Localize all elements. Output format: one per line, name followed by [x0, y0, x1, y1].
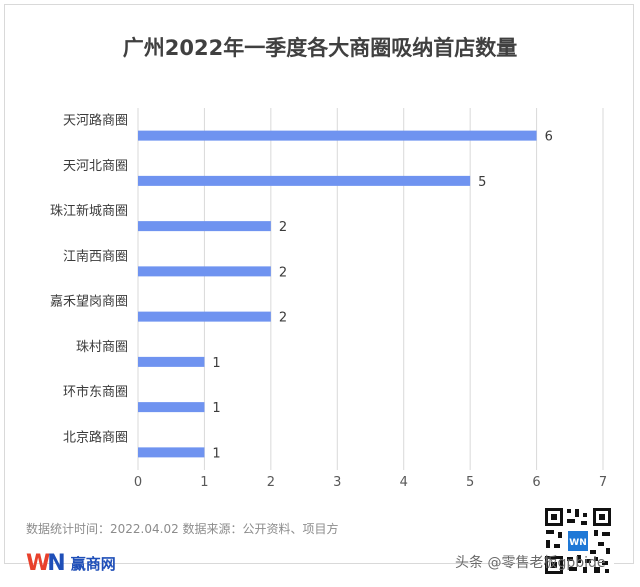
value-label: 1: [212, 401, 220, 416]
logo-mark: WN: [26, 551, 66, 576]
qr-code: WN: [542, 505, 614, 577]
bar-chart: 0 1 2 3 4 5 6 7 天河路商圈 6 天河北商圈 5 珠江新城商圈 2 江南西商圈 2 嘉禾望岗商圈 2…: [50, 108, 607, 490]
winshang-logo: WN 赢商网: [26, 551, 116, 576]
x-tick-label: 4: [400, 475, 408, 490]
category-label: 环市东商圈: [63, 384, 128, 400]
bar: [138, 311, 271, 322]
bar: [138, 221, 271, 232]
value-label: 6: [545, 130, 553, 145]
bar: [138, 356, 205, 367]
x-tick-label: 2: [267, 475, 275, 490]
value-label: 2: [279, 311, 287, 326]
x-tick-label: 7: [599, 475, 607, 490]
category-label: 珠村商圈: [76, 340, 128, 355]
x-tick-label: 3: [333, 475, 341, 490]
value-label: 5: [478, 175, 486, 190]
category-label: 天河北商圈: [63, 159, 128, 174]
value-label: 2: [279, 265, 287, 280]
bar: [138, 266, 271, 277]
category-label: 天河路商圈: [63, 113, 128, 129]
bar: [138, 175, 471, 186]
bar: [138, 130, 537, 141]
qr-badge-text: WN: [569, 538, 586, 548]
category-label: 珠江新城商圈: [50, 203, 128, 219]
x-tick-label: 6: [532, 475, 540, 490]
bar: [138, 402, 205, 413]
bar: [138, 447, 205, 458]
data-source-note: 数据统计时间：2022.04.02 数据来源：公开资料、项目方: [26, 522, 339, 536]
value-label: 2: [279, 220, 287, 235]
category-label: 嘉禾望岗商圈: [50, 294, 128, 310]
x-tick-label: 5: [466, 475, 474, 490]
value-label: 1: [212, 446, 220, 461]
x-tick-label: 1: [200, 475, 208, 490]
logo-text: 赢商网: [70, 555, 116, 573]
category-label: 江南西商圈: [63, 248, 128, 264]
category-label: 北京路商圈: [63, 429, 128, 445]
watermark: 头条 @零售老板gpbide: [455, 555, 606, 571]
chart-frame: [4, 4, 634, 564]
value-label: 1: [212, 356, 220, 371]
chart-title: 广州2022年一季度各大商圈吸纳首店数量: [122, 36, 518, 60]
x-tick-label: 0: [134, 475, 142, 490]
